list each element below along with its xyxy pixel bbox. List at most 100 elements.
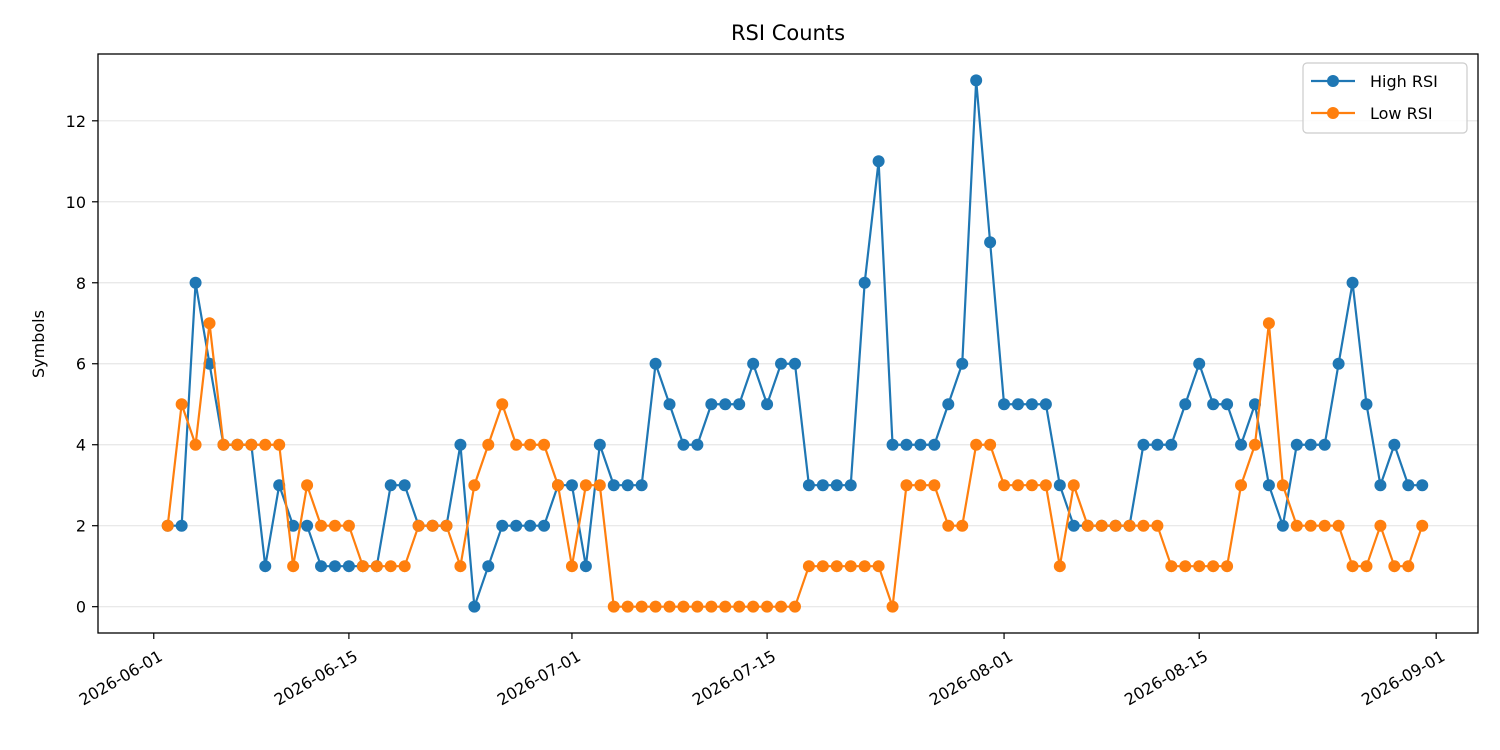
data-point (1193, 357, 1206, 370)
data-point (900, 479, 913, 492)
data-point (203, 357, 216, 370)
data-point (928, 438, 941, 451)
data-point (747, 600, 760, 613)
data-point (1360, 560, 1373, 573)
data-point (705, 398, 718, 411)
data-point (203, 317, 216, 330)
data-point (691, 600, 704, 613)
data-point (719, 398, 732, 411)
data-point (579, 560, 592, 573)
data-point (844, 560, 857, 573)
data-point (189, 438, 202, 451)
data-point (384, 560, 397, 573)
data-point (719, 600, 732, 613)
data-point (1221, 398, 1234, 411)
data-point (775, 600, 788, 613)
y-tick-label: 8 (76, 274, 86, 293)
data-point (1012, 479, 1024, 492)
data-point (970, 74, 983, 87)
y-axis-label: Symbols (29, 310, 48, 378)
data-point (607, 600, 620, 613)
data-point (1416, 519, 1429, 532)
data-point (872, 560, 885, 573)
data-point (1179, 398, 1192, 411)
data-point (844, 479, 857, 492)
legend-marker (1327, 107, 1339, 119)
data-point (496, 519, 509, 532)
chart-title: RSI Counts (731, 21, 845, 45)
data-point (942, 398, 955, 411)
data-point (231, 438, 244, 451)
data-point (1137, 438, 1150, 451)
data-point (1318, 438, 1331, 451)
data-point (454, 560, 467, 573)
data-point (788, 600, 801, 613)
data-point (1039, 479, 1052, 492)
data-point (1276, 519, 1289, 532)
data-point (328, 560, 341, 573)
x-axis: 2026-06-01 2026-06-15 2026-07-01 2026-07-15… (76, 633, 1448, 709)
data-point (1151, 519, 1164, 532)
data-point (1416, 479, 1429, 492)
data-point (370, 560, 383, 573)
data-point (998, 398, 1011, 411)
data-point (998, 479, 1011, 492)
data-point (1304, 438, 1317, 451)
data-point (1165, 438, 1178, 451)
data-point (287, 519, 300, 532)
data-point (733, 600, 746, 613)
data-point (621, 479, 634, 492)
data-point (1248, 398, 1261, 411)
data-point (649, 357, 662, 370)
data-point (1067, 519, 1080, 532)
data-point (189, 276, 202, 289)
data-point (1025, 398, 1038, 411)
data-point (1235, 438, 1248, 451)
x-tick-label: 2026-07-15 (689, 646, 779, 709)
data-point (1402, 479, 1415, 492)
data-point (440, 519, 453, 532)
data-point (956, 519, 969, 532)
y-tick-label: 10 (66, 193, 86, 212)
data-point (1290, 438, 1303, 451)
data-point (1346, 276, 1359, 289)
data-point (524, 438, 537, 451)
data-point (482, 560, 495, 573)
data-point (733, 398, 746, 411)
data-point (816, 479, 829, 492)
data-point (1165, 560, 1178, 573)
data-point (900, 438, 913, 451)
data-point (1193, 560, 1206, 573)
data-point (621, 600, 634, 613)
data-point (175, 398, 188, 411)
x-tick-label: 2026-07-01 (494, 646, 584, 709)
data-point (217, 438, 230, 451)
y-tick-label: 2 (76, 517, 86, 536)
data-point (1053, 560, 1066, 573)
data-point (1137, 519, 1150, 532)
data-point (691, 438, 704, 451)
y-tick-label: 6 (76, 355, 86, 374)
data-point (886, 600, 899, 613)
data-point (1067, 479, 1080, 492)
legend: High RSI Low RSI (1302, 62, 1468, 134)
data-point (1276, 479, 1289, 492)
data-point (565, 560, 578, 573)
data-point (914, 438, 927, 451)
data-point (858, 276, 871, 289)
data-point (579, 479, 592, 492)
x-tick-label: 2026-08-15 (1121, 646, 1211, 709)
data-point (356, 560, 369, 573)
x-tick-label: 2026-09-01 (1358, 646, 1448, 709)
data-point (1095, 519, 1108, 532)
data-point (649, 600, 662, 613)
legend-label: High RSI (1370, 72, 1438, 91)
data-point (802, 479, 815, 492)
legend-marker (1327, 75, 1339, 87)
data-point (914, 479, 927, 492)
data-point (663, 600, 676, 613)
data-point (1304, 519, 1317, 532)
data-point (565, 479, 578, 492)
data-point (175, 519, 188, 532)
legend-item: Low RSI (1311, 104, 1433, 123)
